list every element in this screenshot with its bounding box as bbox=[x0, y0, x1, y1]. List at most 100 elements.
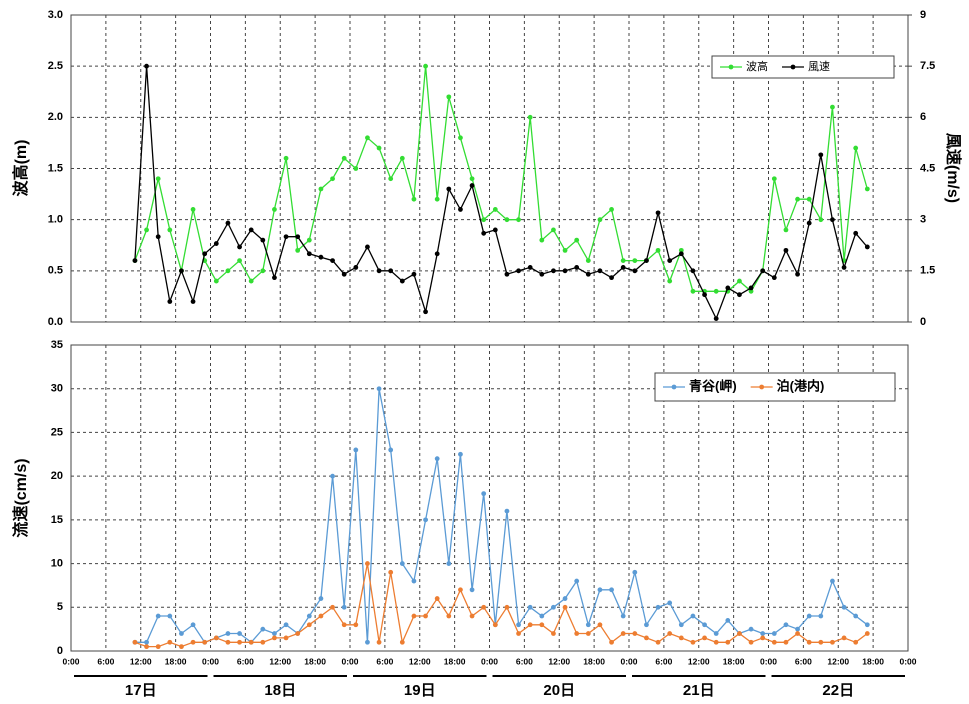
legend-swatch-marker bbox=[790, 64, 796, 70]
x-tick-label: 0:00 bbox=[341, 656, 358, 666]
data-point bbox=[434, 596, 440, 601]
data-point bbox=[458, 587, 463, 593]
data-point bbox=[434, 251, 440, 257]
x-tick-label: 6:00 bbox=[655, 656, 672, 666]
x-tick-label: 12:00 bbox=[269, 656, 291, 666]
data-point bbox=[853, 639, 859, 645]
legend-box bbox=[654, 372, 896, 402]
data-point bbox=[341, 155, 347, 161]
data-point bbox=[132, 639, 138, 645]
data-point bbox=[562, 596, 568, 601]
data-point bbox=[620, 613, 626, 619]
data-point bbox=[818, 152, 824, 158]
data-point bbox=[492, 207, 498, 212]
data-point bbox=[504, 508, 510, 514]
data-point bbox=[399, 561, 405, 566]
x-tick-label: 0:00 bbox=[620, 656, 637, 666]
data-point bbox=[504, 604, 510, 610]
data-point bbox=[806, 196, 812, 202]
legend-swatch-marker bbox=[728, 64, 734, 70]
y-tick-label: 0 bbox=[57, 645, 63, 657]
data-point bbox=[469, 587, 475, 593]
data-point bbox=[597, 622, 603, 628]
data-point bbox=[539, 613, 545, 619]
data-point bbox=[585, 258, 591, 263]
data-point bbox=[167, 613, 173, 619]
data-point bbox=[225, 268, 231, 274]
y2-tick-label: 3 bbox=[920, 214, 926, 226]
data-point bbox=[388, 176, 394, 182]
data-point bbox=[655, 210, 661, 216]
data-point bbox=[481, 230, 487, 236]
x-tick-label: 6:00 bbox=[97, 656, 114, 666]
data-point bbox=[179, 631, 184, 636]
y-tick-label: 2.0 bbox=[48, 111, 63, 123]
data-point bbox=[795, 626, 800, 632]
data-point bbox=[283, 635, 289, 641]
data-point bbox=[434, 196, 440, 202]
y2-tick-label: 6 bbox=[920, 111, 926, 123]
data-point bbox=[481, 604, 487, 610]
data-point bbox=[179, 644, 184, 650]
data-point bbox=[551, 268, 556, 274]
data-point bbox=[702, 635, 707, 641]
data-point bbox=[574, 578, 580, 584]
data-point bbox=[713, 639, 719, 645]
data-point bbox=[771, 275, 777, 281]
data-point bbox=[423, 517, 428, 523]
legend-swatch-marker bbox=[671, 384, 677, 390]
data-point bbox=[678, 622, 684, 628]
y-tick-label: 30 bbox=[51, 383, 63, 395]
data-point bbox=[516, 631, 521, 636]
data-point bbox=[574, 265, 580, 270]
data-point bbox=[562, 247, 568, 253]
data-point bbox=[737, 292, 742, 298]
data-point bbox=[411, 578, 417, 584]
y-tick-label: 20 bbox=[51, 470, 63, 482]
day-label: 18日 bbox=[264, 682, 296, 699]
data-point bbox=[213, 278, 219, 284]
data-point bbox=[702, 622, 707, 628]
data-point bbox=[167, 227, 173, 233]
data-point bbox=[562, 604, 568, 610]
data-point bbox=[783, 639, 789, 645]
data-point bbox=[597, 268, 603, 274]
data-point bbox=[481, 491, 487, 497]
data-point bbox=[167, 639, 173, 645]
data-point bbox=[713, 631, 719, 636]
data-point bbox=[295, 247, 301, 253]
data-point bbox=[853, 613, 859, 619]
data-point bbox=[771, 176, 777, 182]
day-label: 20日 bbox=[543, 682, 575, 699]
data-point bbox=[283, 234, 289, 240]
x-tick-label: 18:00 bbox=[304, 656, 326, 666]
series-line bbox=[134, 563, 868, 648]
data-point bbox=[411, 271, 417, 277]
data-point bbox=[504, 271, 510, 277]
data-point bbox=[353, 622, 359, 628]
data-point bbox=[376, 639, 382, 645]
data-point bbox=[144, 63, 149, 69]
x-tick-label: 12:00 bbox=[130, 656, 152, 666]
data-point bbox=[760, 268, 766, 274]
data-point bbox=[237, 244, 242, 250]
x-tick-label: 0:00 bbox=[202, 656, 219, 666]
data-point bbox=[481, 217, 487, 223]
day-label: 21日 bbox=[683, 682, 715, 699]
x-tick-label: 0:00 bbox=[481, 656, 498, 666]
data-point bbox=[306, 622, 312, 628]
y2-tick-label: 9 bbox=[920, 9, 926, 21]
data-point bbox=[388, 569, 394, 575]
data-point bbox=[585, 622, 591, 628]
legend-swatch-marker bbox=[759, 384, 765, 390]
data-point bbox=[620, 265, 626, 270]
data-point bbox=[492, 227, 498, 233]
data-point bbox=[806, 613, 812, 619]
data-point bbox=[155, 176, 161, 182]
data-point bbox=[237, 258, 242, 263]
data-point bbox=[690, 288, 696, 294]
data-point bbox=[306, 251, 312, 257]
data-point bbox=[818, 639, 824, 645]
data-point bbox=[551, 631, 556, 636]
data-point bbox=[702, 292, 707, 298]
